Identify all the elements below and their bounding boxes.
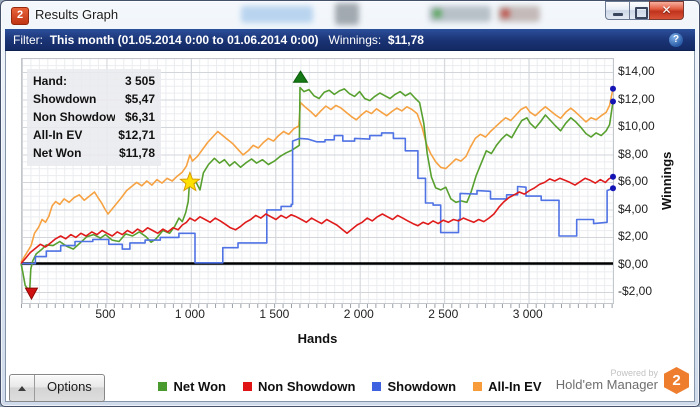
hm2-brand-logo-icon: 2 — [664, 367, 689, 394]
stats-row: Hand: 3 505 — [33, 72, 155, 90]
blurred-background-toolbar — [335, 3, 359, 25]
y-tick-label: $12,00 — [618, 91, 655, 106]
stats-value: $6,31 — [124, 110, 155, 124]
help-icon[interactable]: ? — [669, 33, 683, 47]
stats-label: All-In EV — [33, 128, 83, 142]
x-tick-label: 1 500 — [259, 307, 290, 321]
stats-box: Hand: 3 505 Showdown $5,47 Non Showdown $6,31… — [27, 69, 161, 166]
x-tick-label: 1 000 — [174, 307, 205, 321]
legend-label: Net Won — [173, 379, 226, 394]
hm2-app-icon: 2 — [11, 7, 29, 25]
stats-label: Showdown — [33, 92, 97, 106]
close-icon: ✕ — [661, 3, 672, 17]
winnings-value: $11,78 — [387, 33, 424, 47]
stats-row: Non Showdown $6,31 — [33, 108, 155, 126]
legend-swatch-icon — [473, 382, 483, 391]
minimize-button[interactable] — [605, 1, 630, 20]
options-button[interactable]: Options — [9, 374, 105, 402]
stats-row: All-In EV $12,71 — [33, 126, 155, 144]
close-button[interactable]: ✕ — [649, 1, 684, 20]
blurred-background-toolbar — [501, 9, 510, 18]
minimize-icon — [613, 13, 623, 16]
x-tick-label: 2 500 — [428, 307, 459, 321]
y-tick-label: $2,00 — [618, 229, 649, 243]
stats-label: Hand: — [33, 74, 67, 88]
y-tick-label: $8,00 — [618, 146, 649, 161]
maximize-button[interactable] — [629, 1, 650, 20]
y-axis-title: Winnings — [659, 151, 674, 211]
winnings-label: Winnings: — [328, 33, 382, 47]
legend-item-showdown[interactable]: Showdown — [372, 379, 456, 394]
title-bar[interactable]: 2 Results Graph ✕ — [1, 1, 699, 29]
options-label: Options — [47, 379, 92, 394]
stats-row: Net Won $11,78 — [33, 144, 155, 162]
legend-item-net-won[interactable]: Net Won — [158, 379, 226, 394]
y-tick-label: -$2,00 — [618, 284, 653, 298]
x-axis-ticks — [21, 304, 614, 308]
x-axis-title: Hands — [297, 331, 338, 346]
filter-prefix: Filter: — [13, 33, 43, 47]
stats-value: $11,78 — [118, 146, 155, 160]
legend-label: Non Showdown — [257, 379, 356, 394]
y-tick-label: $10,00 — [618, 119, 655, 133]
stats-value: $12,71 — [118, 128, 155, 142]
y-tick-label: $14,00 — [618, 64, 655, 78]
window-title: Results Graph — [35, 7, 119, 22]
x-tick-label: 2 000 — [343, 307, 374, 321]
y-tick-label: $6,00 — [618, 174, 649, 188]
stats-label: Net Won — [33, 146, 82, 160]
powered-by-text: Powered by — [610, 367, 658, 378]
legend-swatch-icon — [242, 382, 252, 391]
legend-swatch-icon — [372, 382, 382, 391]
options-expand-arrow[interactable] — [10, 375, 35, 401]
blurred-background-toolbar — [429, 6, 491, 22]
triangle-up-icon — [18, 385, 26, 391]
maximize-icon — [635, 7, 648, 19]
filter-bar: Filter: This month (01.05.2014 0:00 to 0… — [5, 29, 695, 51]
legend-label: Showdown — [387, 379, 457, 394]
stats-row: Showdown $5,47 — [33, 90, 155, 108]
legend-swatch-icon — [158, 382, 168, 391]
y-tick-label: $4,00 — [618, 201, 649, 216]
x-tick-label: 500 — [95, 307, 116, 321]
x-tick-label: 3 000 — [512, 307, 543, 321]
y-tick-label: $0,00 — [618, 256, 649, 271]
blurred-background-toolbar — [241, 6, 313, 23]
blurred-background-toolbar — [433, 9, 442, 18]
brand-name: Hold'em Manager — [555, 377, 658, 393]
legend-label: All-In EV — [488, 379, 542, 394]
stats-label: Non Showdown — [33, 110, 115, 124]
legend-item-non-showdown[interactable]: Non Showdown — [242, 379, 356, 394]
filter-range: This month (01.05.2014 0:00 to 01.06.201… — [49, 33, 319, 47]
stats-value: $5,47 — [124, 92, 155, 106]
chart-legend: Net Won Non Showdown Showdown All-In EV — [1, 379, 699, 394]
powered-by-block: Powered by Hold'em Manager 2 — [556, 367, 689, 394]
stats-value: 3 505 — [124, 74, 155, 88]
legend-item-all-in-ev[interactable]: All-In EV — [473, 379, 542, 394]
